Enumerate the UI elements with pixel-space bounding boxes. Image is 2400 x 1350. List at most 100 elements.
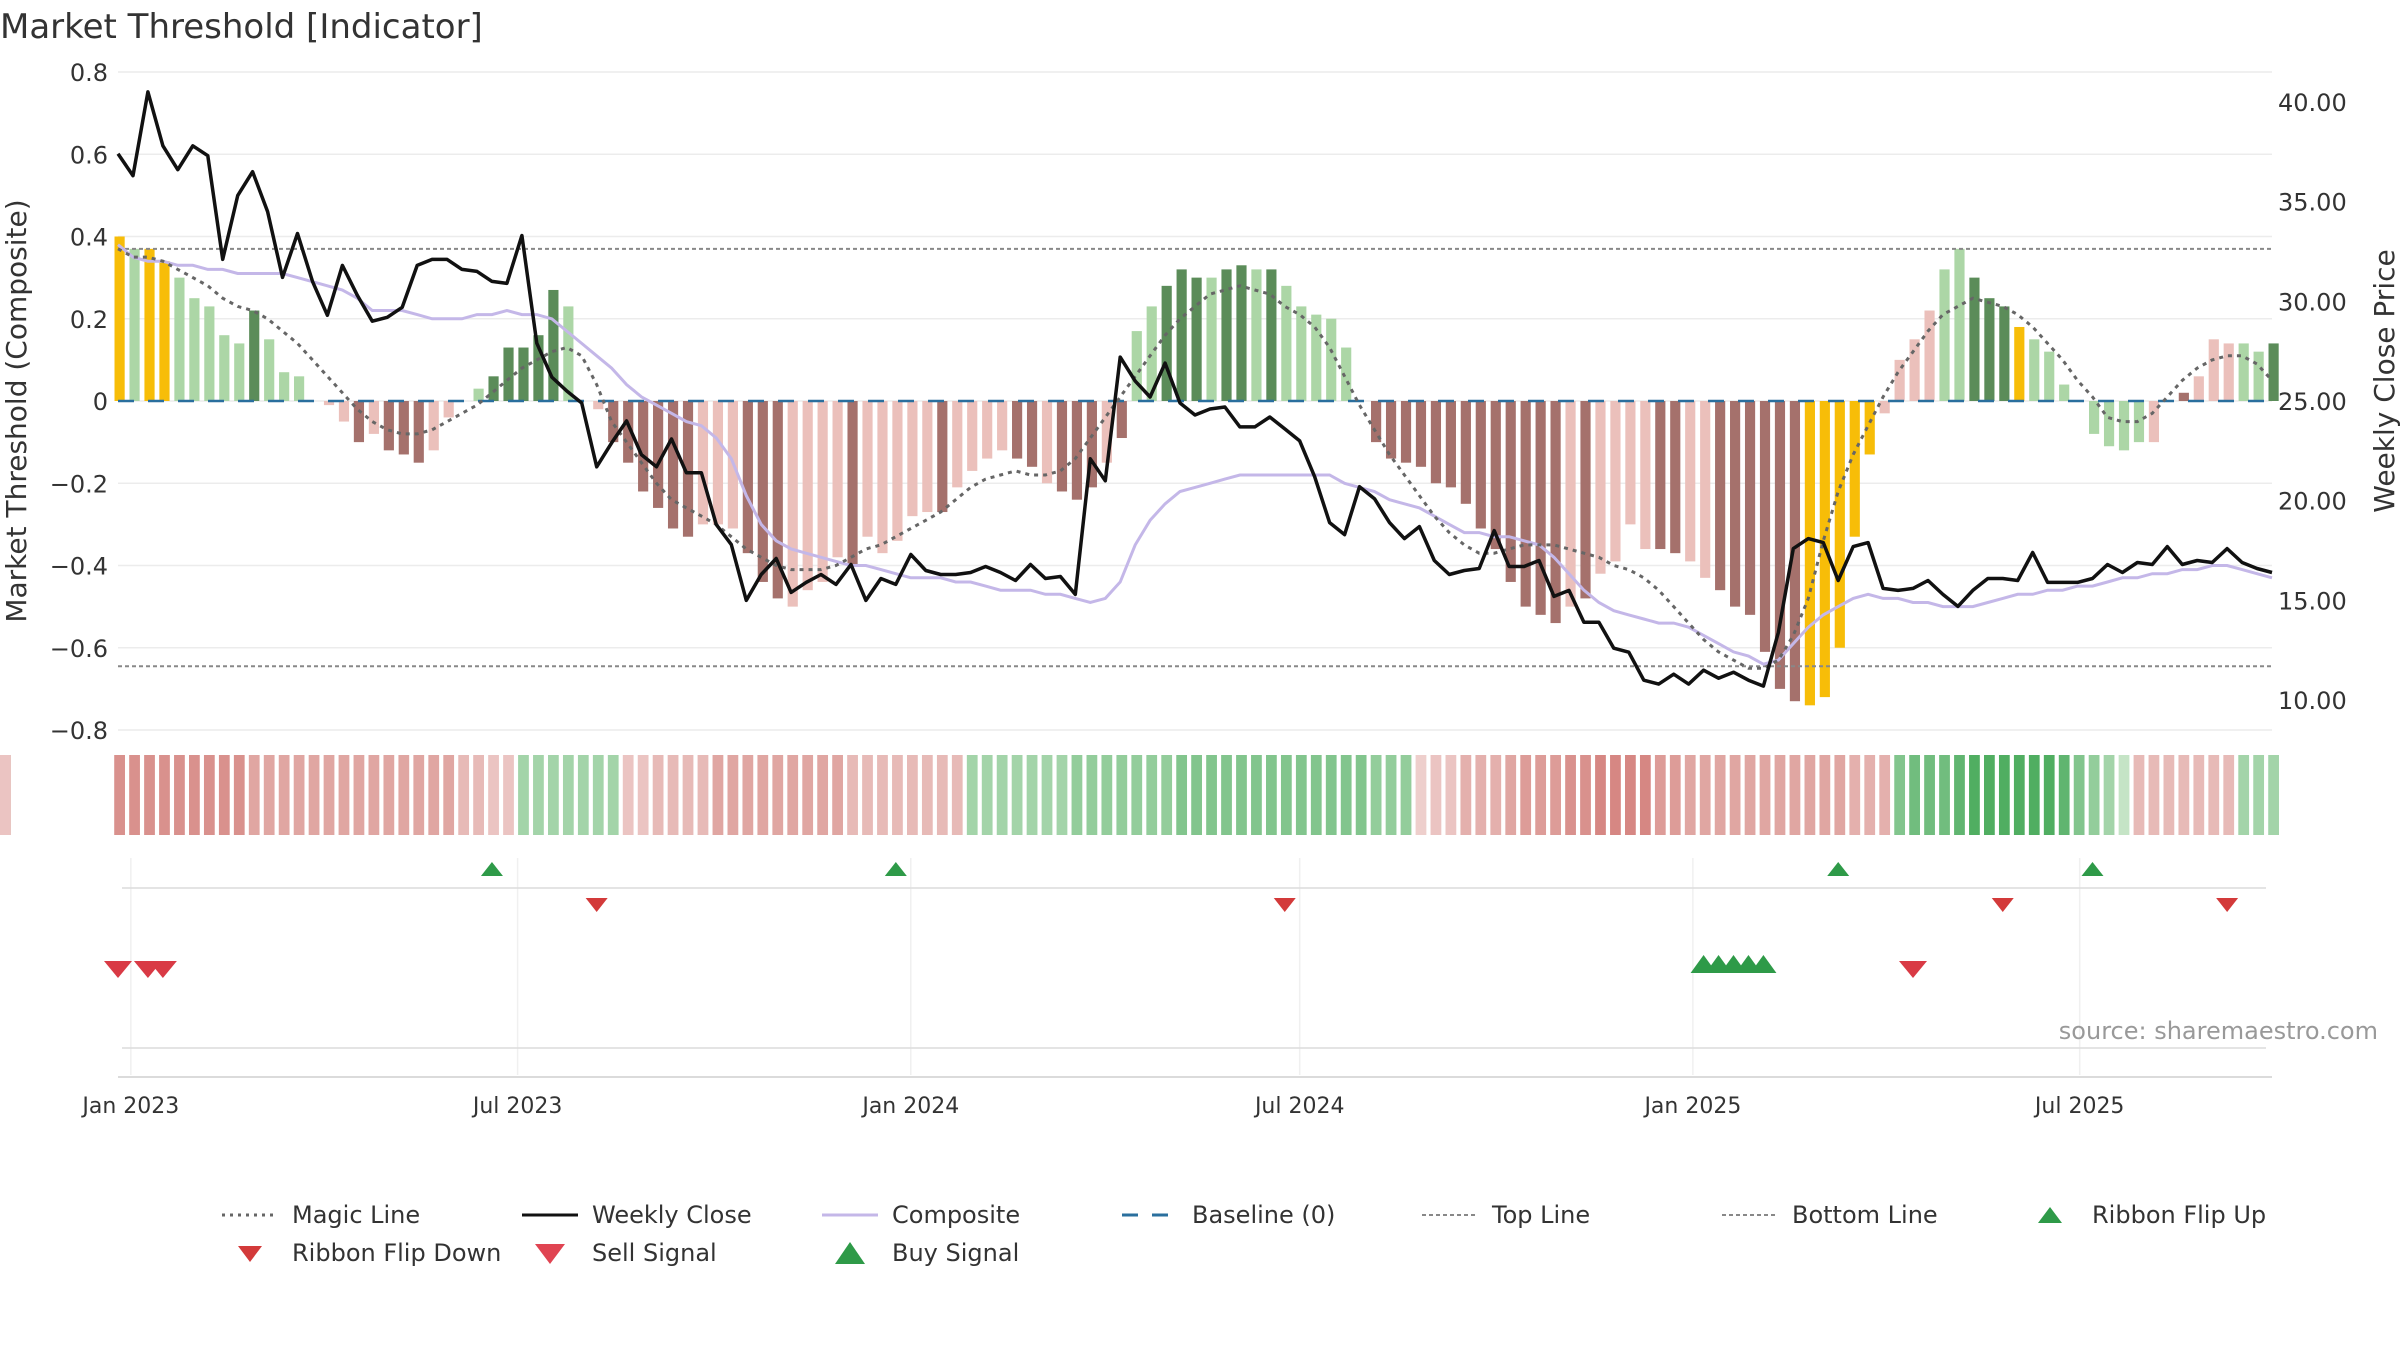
ribbon-cell	[518, 755, 529, 835]
threshold-bar	[1026, 401, 1038, 467]
ribbon-cell	[263, 755, 275, 835]
threshold-bar	[503, 347, 514, 401]
ribbon-cell	[503, 755, 514, 835]
ribbon-cell	[1625, 755, 1636, 835]
threshold-bar	[2223, 343, 2234, 401]
ribbon-cell	[1101, 755, 1113, 835]
solid-line-icon	[522, 1213, 578, 1217]
threshold-bar	[922, 401, 933, 513]
ribbon-cell	[1310, 755, 1322, 835]
threshold-bar	[982, 401, 993, 459]
threshold-bar	[264, 339, 275, 401]
ribbon-cell	[921, 755, 933, 835]
ribbon-cell	[383, 755, 395, 835]
ribbon-cell	[1759, 755, 1771, 835]
ribbon-cell	[1191, 755, 1202, 835]
right-tick-label: 10.00	[2278, 687, 2347, 715]
ribbon-cell	[443, 755, 455, 835]
left-tick-label: 0.6	[70, 141, 108, 169]
legend-label: Magic Line	[292, 1201, 421, 1229]
threshold-bar	[129, 248, 140, 401]
ribbon-cell	[1475, 755, 1487, 835]
ribbon-cell	[847, 755, 858, 835]
left-axis-label: Market Threshold (Composite)	[0, 199, 33, 622]
threshold-bar	[1774, 401, 1786, 689]
threshold-bar	[997, 401, 1008, 451]
ribbon-cell	[1011, 755, 1023, 835]
threshold-bar	[1266, 269, 1277, 401]
legend: Magic Line Weekly Close Composite Baseli…	[220, 1196, 2320, 1272]
ribbon-cell	[458, 755, 470, 835]
threshold-bar	[1041, 401, 1053, 484]
right-axis-label: Weekly Close Price	[2368, 249, 2400, 512]
threshold-bar	[488, 376, 499, 401]
threshold-bar	[1086, 401, 1097, 488]
threshold-bar	[937, 401, 948, 513]
left-tick-label: 0.2	[70, 306, 108, 334]
left-tick-label: 0.4	[70, 224, 108, 252]
ribbon-cell	[1684, 755, 1696, 835]
ribbon-cell	[1116, 755, 1128, 835]
threshold-bar	[2089, 401, 2100, 434]
ribbon-cell	[368, 755, 380, 835]
chart-title: Market Threshold [Indicator]	[0, 7, 483, 47]
threshold-bar	[892, 401, 903, 541]
threshold-bar	[249, 310, 260, 401]
threshold-bar	[2253, 351, 2264, 401]
threshold-bar	[189, 298, 200, 401]
ribbon-cell	[1864, 755, 1876, 835]
right-tick-label: 30.00	[2278, 288, 2347, 316]
dashed-line-icon	[1122, 1213, 1178, 1217]
sell-signal-marker	[104, 961, 132, 978]
threshold-bar	[1700, 401, 1711, 578]
ribbon-cell	[1236, 755, 1247, 835]
threshold-bar	[2133, 401, 2145, 443]
ribbon-cell	[1969, 755, 1980, 835]
source-note: source: sharemaestro.com	[2059, 1017, 2378, 1045]
threshold-bar	[907, 401, 918, 517]
ribbon-flip-markers	[480, 862, 2239, 912]
ribbon-cell	[936, 755, 948, 835]
threshold-bar	[2059, 384, 2070, 401]
ribbon-cell	[428, 755, 440, 835]
threshold-bar	[1670, 401, 1681, 554]
threshold-bar	[353, 401, 365, 443]
threshold-bar	[653, 401, 664, 508]
ribbon-cell	[1385, 755, 1397, 835]
threshold-bar	[817, 401, 828, 582]
right-tick-label: 20.00	[2278, 488, 2347, 516]
threshold-bar	[383, 401, 394, 451]
ribbon-cell	[1580, 755, 1591, 835]
threshold-bar	[1326, 318, 1337, 401]
ribbon-cell	[727, 755, 739, 835]
legend-buy-signal: Buy Signal	[820, 1239, 1120, 1267]
ribbon-cell	[1984, 755, 1995, 835]
ribbon-cell	[712, 755, 724, 835]
x-tick-label: Jan 2024	[860, 1094, 959, 1119]
legend-label: Ribbon Flip Up	[2092, 1201, 2267, 1229]
threshold-bar	[2268, 343, 2279, 401]
ribbon-cell	[2163, 755, 2175, 835]
ribbon-cell	[1924, 755, 1935, 835]
threshold-bar	[234, 343, 245, 401]
ribbon-flip-down-marker	[1991, 898, 2014, 912]
triangle-down-icon	[238, 1246, 262, 1262]
ribbon-cell	[2208, 755, 2220, 835]
threshold-bar	[623, 401, 634, 463]
threshold-bar	[533, 335, 544, 401]
ribbon-cell	[1639, 755, 1651, 835]
ribbon-cell	[2268, 755, 2279, 835]
threshold-bar	[2238, 343, 2249, 401]
threshold-bar	[1804, 401, 1815, 706]
ribbon-cell	[473, 755, 484, 835]
x-tick-label: Jul 2023	[471, 1094, 563, 1119]
threshold-bar	[2178, 392, 2189, 401]
triangle-down-icon	[535, 1244, 565, 1264]
ribbon-cell	[1295, 755, 1307, 835]
threshold-bar	[2103, 401, 2115, 447]
legend-magic-line: Magic Line	[220, 1201, 520, 1229]
buy-signal-marker	[1750, 955, 1777, 973]
ribbon-cell	[2103, 755, 2115, 835]
ribbon-cell	[592, 755, 604, 835]
threshold-bar	[2148, 401, 2160, 443]
